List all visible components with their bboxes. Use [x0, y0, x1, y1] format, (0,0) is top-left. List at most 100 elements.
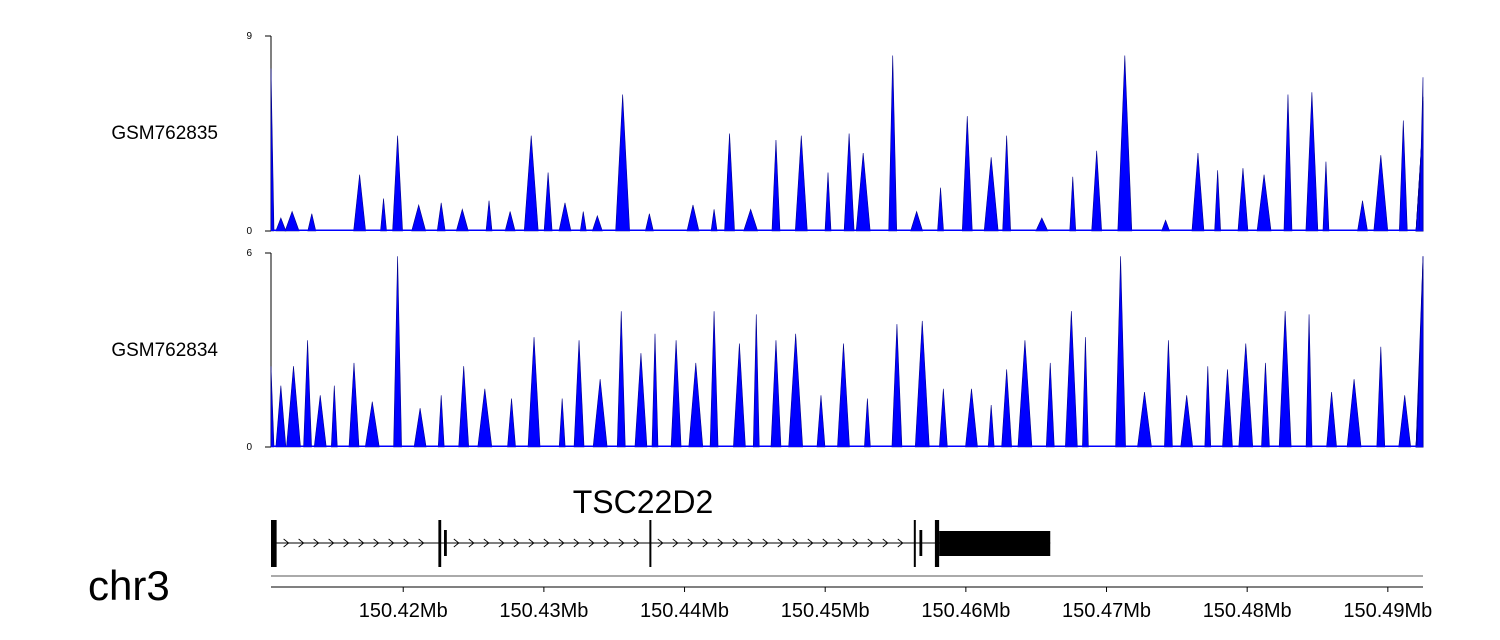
coverage-peak	[1001, 369, 1012, 448]
coverage-peak	[353, 174, 366, 232]
coverage-peak	[709, 311, 719, 448]
strand-arrow	[717, 538, 724, 548]
coverage-peak	[733, 343, 746, 448]
coverage-peak	[392, 135, 403, 232]
coverage-peak	[910, 210, 924, 232]
coverage-peak	[380, 198, 387, 232]
strand-arrow	[313, 538, 320, 548]
coverage-peak	[1346, 379, 1362, 448]
coverage-peak	[1416, 256, 1424, 448]
coverage-peak	[1256, 174, 1272, 232]
coverage-peak	[855, 152, 871, 232]
track-2-y-max-label: 6	[246, 248, 252, 259]
gene-exon	[649, 520, 652, 567]
strand-arrow	[882, 538, 889, 548]
coverage-peak	[1065, 311, 1078, 448]
gene-exon-block	[939, 531, 1051, 556]
coverage-peak	[364, 401, 380, 448]
strand-arrow	[513, 538, 520, 548]
strand-arrow	[343, 538, 350, 548]
axis-ticks: 150.42Mb 150.43Mb 150.44Mb 150.45Mb 150.46Mb…	[359, 587, 1432, 622]
coverage-peak	[1191, 152, 1205, 232]
coverage-peak	[1373, 155, 1389, 232]
gene-exon	[913, 520, 916, 567]
coverage-peak	[1305, 314, 1313, 448]
coverage-peak	[1214, 170, 1221, 232]
coverage-peak	[313, 395, 327, 448]
coverage-baseline	[271, 445, 1423, 447]
strand-arrow	[852, 538, 859, 548]
coverage-peak	[543, 172, 553, 232]
track-2-y-min-label: 0	[246, 442, 252, 453]
coverage-peak	[436, 202, 446, 232]
coverage-peak	[837, 343, 850, 448]
strand-arrow	[792, 538, 799, 548]
coverage-peak	[1161, 219, 1171, 232]
coverage-peak	[1017, 340, 1033, 448]
coverage-peak	[307, 213, 317, 232]
strand-arrow	[498, 538, 505, 548]
strand-arrow	[558, 538, 565, 548]
coverage-peak	[275, 385, 287, 448]
coverage-peak	[437, 395, 445, 448]
coverage-peak	[1418, 77, 1424, 232]
gene-exon	[438, 520, 442, 567]
axis-tick-label: 150.43Mb	[499, 600, 588, 622]
strand-arrow	[373, 538, 380, 548]
coverage-peak	[634, 353, 648, 448]
coverage-peak	[864, 398, 871, 448]
coverage-peak	[523, 135, 539, 232]
coverage-peak	[1326, 391, 1337, 448]
coverage-peak	[303, 340, 312, 448]
track-1-label: GSM762835	[111, 123, 218, 144]
coverage-peak	[1222, 369, 1233, 448]
coverage-peak	[644, 213, 654, 232]
coverage-peak	[888, 55, 898, 232]
coverage-peak	[393, 256, 402, 448]
coverage-peak	[651, 333, 659, 448]
gene-name-label: TSC22D2	[573, 484, 714, 520]
coverage-peak	[477, 388, 493, 448]
strand-arrow	[298, 538, 305, 548]
strand-arrow	[807, 538, 814, 548]
coverage-peak	[455, 208, 469, 232]
coverage-peak	[1261, 362, 1270, 448]
axis-tick-label: 150.45Mb	[781, 600, 870, 622]
coverage-peak	[843, 133, 855, 232]
coverage-peak	[1082, 337, 1089, 448]
coverage-peak	[939, 388, 948, 448]
coverage-peak	[579, 211, 587, 232]
strand-arrow	[283, 538, 290, 548]
strand-arrow	[633, 538, 640, 548]
strand-arrow	[867, 538, 874, 548]
coverage-peak	[788, 333, 803, 448]
strand-arrow	[603, 538, 610, 548]
coverage-peak	[270, 68, 275, 232]
coverage-peak	[914, 320, 930, 448]
coverage-peak	[710, 209, 718, 232]
strand-arrow	[897, 538, 904, 548]
axis-tick-label: 150.42Mb	[359, 600, 448, 622]
coverage-peak	[771, 139, 781, 232]
strand-arrow	[328, 538, 335, 548]
strand-arrow	[822, 538, 829, 548]
track-1-y-max-label: 9	[246, 31, 252, 42]
coverage-peak	[1091, 150, 1102, 232]
coverage-peak	[1137, 391, 1152, 448]
coverage-peak	[1238, 343, 1254, 448]
strand-arrow	[403, 538, 410, 548]
coverage-peak	[752, 314, 760, 448]
coverage-peak	[527, 337, 541, 448]
gene-model	[271, 520, 1051, 567]
track-1-peaks	[270, 55, 1424, 232]
coverage-peak	[983, 157, 999, 232]
coverage-peak	[824, 172, 832, 232]
coverage-peak	[330, 385, 338, 448]
coverage-peak	[816, 395, 826, 448]
axis-tick-label: 150.46Mb	[921, 600, 1010, 622]
coverage-baseline	[271, 229, 1423, 231]
coverage-peak	[670, 340, 682, 448]
coverage-peak	[485, 200, 493, 232]
coverage-peak	[270, 366, 275, 448]
